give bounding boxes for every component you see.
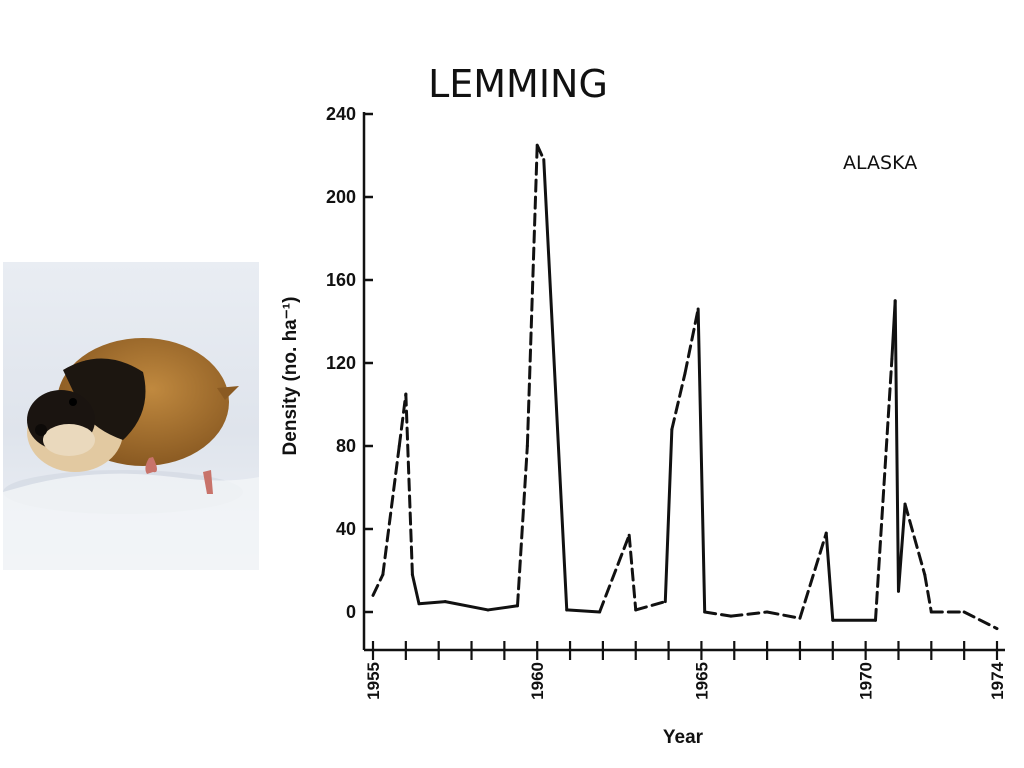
series-segment bbox=[798, 531, 828, 620]
data-point bbox=[697, 308, 699, 310]
data-point bbox=[405, 393, 407, 395]
data-point bbox=[372, 594, 374, 597]
data-point bbox=[398, 445, 401, 447]
series-segment bbox=[525, 143, 539, 448]
y-tick-label: 200 bbox=[326, 187, 356, 207]
series-segment bbox=[598, 533, 631, 614]
data-point bbox=[516, 604, 519, 607]
series-segment bbox=[729, 610, 769, 618]
series-segment bbox=[923, 573, 933, 614]
series-segment bbox=[683, 307, 700, 375]
data-point bbox=[897, 590, 900, 593]
data-point bbox=[598, 611, 601, 613]
series-segment bbox=[535, 143, 546, 162]
data-point bbox=[831, 619, 834, 622]
data-point bbox=[411, 573, 414, 576]
series-segment bbox=[962, 610, 999, 631]
series-segment bbox=[896, 502, 907, 593]
series-segment bbox=[371, 573, 385, 597]
data-point bbox=[444, 600, 447, 603]
data-point bbox=[874, 619, 877, 622]
lemming-photo-icon bbox=[3, 262, 259, 570]
x-tick-label: 1955 bbox=[364, 662, 383, 700]
data-point bbox=[891, 358, 893, 360]
series-segment bbox=[542, 158, 569, 612]
data-point bbox=[487, 609, 489, 611]
data-point bbox=[825, 532, 828, 534]
series-segment bbox=[486, 604, 520, 612]
series-segment bbox=[663, 427, 674, 604]
data-point bbox=[526, 445, 529, 447]
data-point bbox=[565, 609, 568, 611]
data-point bbox=[766, 611, 768, 613]
y-tick-label: 0 bbox=[346, 602, 356, 622]
x-tick-label: 1970 bbox=[857, 662, 876, 700]
series-segment bbox=[410, 573, 421, 606]
data-point bbox=[730, 615, 732, 617]
series-segment bbox=[670, 371, 687, 431]
slide-title: LEMMING bbox=[428, 62, 608, 106]
data-point bbox=[684, 372, 686, 375]
data-point bbox=[930, 611, 933, 613]
x-tick-label: 1960 bbox=[528, 662, 547, 700]
data-point bbox=[703, 611, 706, 613]
y-tick-label: 80 bbox=[336, 436, 356, 456]
series-segment bbox=[404, 392, 414, 577]
x-axis-label: Year bbox=[663, 727, 704, 748]
series-segment bbox=[417, 600, 447, 606]
x-tick-label: 1974 bbox=[988, 661, 1007, 699]
data-point bbox=[963, 611, 965, 613]
series-segment bbox=[634, 600, 667, 612]
series-segment bbox=[565, 608, 602, 614]
data-point bbox=[894, 299, 896, 302]
y-tick-label: 240 bbox=[326, 104, 356, 124]
series-segment bbox=[627, 533, 638, 612]
data-point bbox=[628, 534, 630, 537]
series-segment bbox=[696, 307, 707, 614]
data-point bbox=[904, 503, 906, 505]
data-point bbox=[799, 617, 801, 620]
series-segment bbox=[516, 444, 529, 608]
y-tick-label: 160 bbox=[326, 270, 356, 290]
series-segment bbox=[903, 502, 927, 577]
data-point bbox=[664, 600, 667, 603]
series-segment bbox=[703, 610, 733, 618]
data-point bbox=[418, 602, 420, 605]
series-segment bbox=[873, 357, 894, 622]
data-point bbox=[996, 627, 998, 630]
y-tick-label: 40 bbox=[336, 519, 356, 539]
y-axis-label: Density (no. ha⁻¹) bbox=[280, 297, 301, 456]
data-point bbox=[923, 573, 926, 576]
series-segment bbox=[381, 444, 401, 577]
data-point bbox=[634, 609, 637, 611]
data-point bbox=[671, 428, 673, 431]
data-point bbox=[536, 144, 539, 146]
series-segment bbox=[824, 531, 835, 622]
series-segment bbox=[893, 299, 900, 593]
series-segment bbox=[443, 600, 490, 612]
series-segment bbox=[765, 610, 802, 620]
data-point bbox=[382, 573, 384, 576]
data-point bbox=[542, 158, 545, 161]
y-tick-label: 120 bbox=[326, 353, 356, 373]
x-tick-label: 1965 bbox=[692, 662, 711, 700]
region-label: ALASKA bbox=[843, 152, 918, 174]
